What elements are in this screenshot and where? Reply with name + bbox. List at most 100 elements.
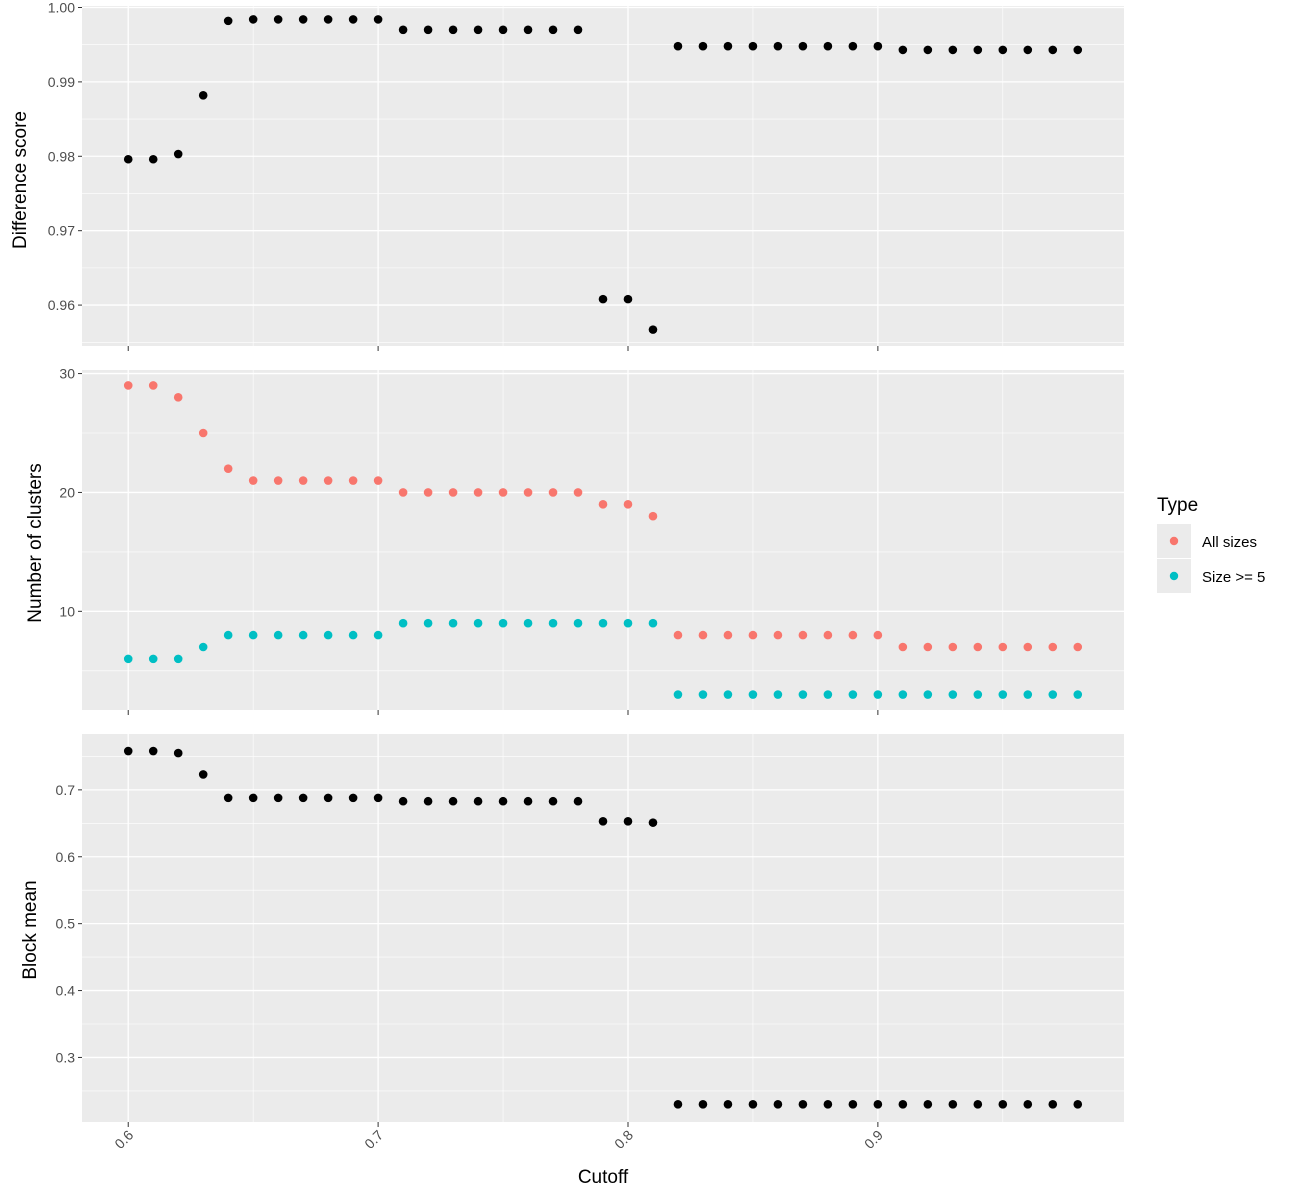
data-point <box>923 45 933 55</box>
data-point <box>148 654 158 664</box>
data-point <box>1048 690 1058 699</box>
data-point <box>548 796 558 806</box>
data-point <box>698 41 708 51</box>
data-point <box>323 476 333 485</box>
data-point <box>173 393 183 402</box>
data-point <box>173 654 183 664</box>
data-point <box>823 1099 833 1109</box>
data-point <box>598 817 608 826</box>
y-axis-title-clusters: Number of clusters <box>25 463 46 622</box>
data-point <box>923 690 933 699</box>
data-point <box>573 488 583 497</box>
data-point <box>573 25 583 35</box>
data-point <box>123 654 133 664</box>
data-point <box>148 746 158 756</box>
x-tick-label: 0.8 <box>611 1127 636 1152</box>
data-point <box>198 770 208 779</box>
data-point <box>1023 690 1033 699</box>
data-point <box>398 25 408 35</box>
data-point <box>473 618 483 628</box>
data-point <box>123 746 133 756</box>
y-tick-label: 0.99 <box>48 74 75 90</box>
data-point <box>348 476 358 485</box>
block-mean-panel: 0.3 0.4 0.5 0.6 0.7 0.6 0.7 0.8 0.9 <box>56 734 1124 1152</box>
x-tick-label: 0.6 <box>111 1127 136 1152</box>
data-point <box>823 41 833 51</box>
y-tick-label: 0.5 <box>56 916 76 932</box>
data-point <box>798 1099 808 1109</box>
data-point <box>273 793 283 803</box>
data-point <box>973 1099 983 1109</box>
data-point <box>298 793 308 803</box>
data-point <box>273 630 283 640</box>
data-point <box>873 41 883 51</box>
data-point <box>973 642 983 652</box>
data-point <box>373 630 383 640</box>
legend-title: Type <box>1157 495 1198 516</box>
data-point <box>298 15 308 24</box>
y-tick-label: 0.96 <box>48 297 75 313</box>
data-point <box>923 1099 933 1109</box>
data-point <box>198 428 208 438</box>
data-point <box>123 154 133 164</box>
y-axis-title-block-mean: Block mean <box>20 880 41 979</box>
data-point <box>948 1099 958 1109</box>
data-point <box>898 1099 908 1109</box>
data-point <box>373 476 383 485</box>
data-point <box>873 630 883 640</box>
y-tick-label: 0.4 <box>56 983 76 999</box>
data-point <box>123 381 133 390</box>
data-point <box>323 793 333 803</box>
data-point <box>473 796 483 806</box>
data-point <box>623 817 633 826</box>
x-tick-label: 0.9 <box>861 1127 886 1152</box>
panel-background <box>82 734 1124 1122</box>
data-point <box>848 41 858 51</box>
data-point <box>423 618 433 628</box>
legend-point-all-sizes <box>1169 536 1179 546</box>
data-point <box>448 25 458 35</box>
data-point <box>223 464 233 473</box>
number-of-clusters-panel: 10 20 30 <box>59 366 1124 715</box>
data-point <box>398 618 408 628</box>
data-point <box>998 1099 1008 1109</box>
data-point <box>648 618 658 628</box>
data-point <box>948 690 958 699</box>
data-point <box>298 476 308 485</box>
data-point <box>273 15 283 24</box>
y-tick-label: 1.00 <box>48 0 75 15</box>
data-point <box>298 630 308 640</box>
difference-score-panel: 0.96 0.97 0.98 0.99 1.00 <box>48 0 1124 351</box>
y-tick-label: 10 <box>59 603 75 619</box>
data-point <box>373 793 383 803</box>
data-point <box>1023 1099 1033 1109</box>
data-point <box>198 90 208 100</box>
data-point <box>148 381 158 390</box>
data-point <box>548 618 558 628</box>
data-point <box>1048 642 1058 652</box>
data-point <box>823 630 833 640</box>
data-point <box>573 796 583 806</box>
data-point <box>623 618 633 628</box>
data-point <box>948 642 958 652</box>
data-point <box>948 45 958 55</box>
data-point <box>973 690 983 699</box>
data-point <box>1073 690 1083 699</box>
y-tick-label: 0.6 <box>56 849 76 865</box>
data-point <box>598 618 608 628</box>
panel-background <box>82 370 1124 710</box>
data-point <box>198 642 208 652</box>
x-tick-label: 0.7 <box>361 1127 386 1152</box>
data-point <box>698 1099 708 1109</box>
data-point <box>248 15 258 24</box>
data-point <box>573 618 583 628</box>
data-point <box>973 45 983 55</box>
data-point <box>348 15 358 24</box>
panel-background <box>82 6 1124 346</box>
data-point <box>548 25 558 35</box>
data-point <box>423 488 433 497</box>
data-point <box>798 690 808 699</box>
data-point <box>523 25 533 35</box>
data-point <box>498 25 508 35</box>
data-point <box>898 45 908 55</box>
